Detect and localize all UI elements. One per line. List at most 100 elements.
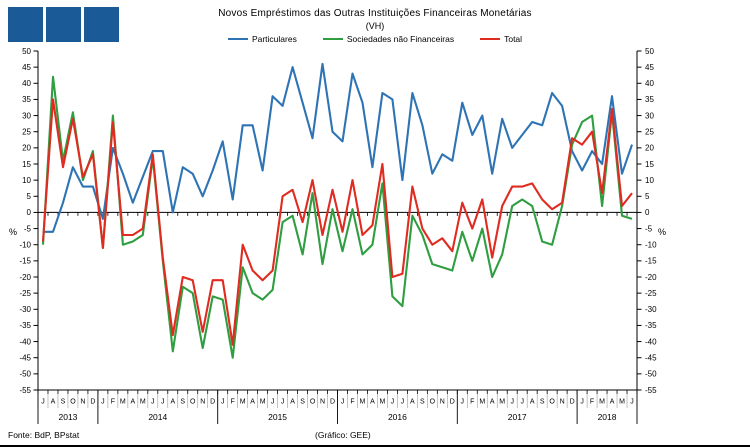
y-tick-label-left: -45 [19, 354, 31, 363]
month-label: S [61, 399, 66, 406]
month-label: J [510, 399, 514, 406]
month-label: M [260, 399, 266, 406]
legend: Particulares Sociedades não Financeiras To… [0, 34, 750, 44]
legend-label: Particulares [251, 34, 297, 44]
y-tick-label-right: 40 [645, 79, 654, 88]
chart-title: Novos Empréstimos das Outras Instituiçõe… [218, 8, 532, 19]
month-label: J [101, 399, 105, 406]
logo-square [8, 7, 43, 42]
month-label: N [80, 399, 85, 406]
month-label: M [360, 399, 366, 406]
y-tick-label-right: 25 [645, 128, 654, 137]
year-label: 2016 [388, 412, 407, 422]
y-tick-label-right: 50 [645, 47, 654, 56]
month-label: N [320, 399, 325, 406]
month-label: M [140, 399, 146, 406]
y-tick-label-right: -25 [645, 289, 657, 298]
month-label: O [549, 399, 555, 406]
y-tick-label-left: 50 [22, 47, 31, 56]
year-label: 2018 [598, 412, 617, 422]
credit-note: (Gráfico: GEE) [315, 430, 371, 440]
y-tick-label-right: -20 [645, 273, 657, 282]
month-label: S [180, 399, 185, 406]
y-tick-label-left: -10 [19, 241, 31, 250]
y-tick-label-right: -30 [645, 305, 657, 314]
y-tick-label-left: 30 [22, 111, 31, 120]
y-tick-label-right: -55 [645, 386, 657, 395]
month-label: J [161, 399, 165, 406]
month-label: F [590, 399, 594, 406]
y-tick-label-left: 5 [27, 192, 32, 201]
month-label: F [470, 399, 474, 406]
month-label: M [240, 399, 246, 406]
month-label: N [440, 399, 445, 406]
y-tick-label-left: -25 [19, 289, 31, 298]
legend-item: Sociedades não Financeiras [322, 34, 454, 44]
y-tick-label-right: 45 [645, 63, 654, 72]
y-tick-label-left: 45 [22, 63, 31, 72]
month-label: F [350, 399, 354, 406]
y-tick-label-right: 20 [645, 144, 654, 153]
data-series [41, 62, 633, 359]
legend-item: Total [480, 34, 522, 44]
year-label: 2013 [58, 412, 77, 422]
month-label: A [131, 399, 136, 406]
month-label: F [231, 399, 235, 406]
y-tick-label-left: 0 [27, 208, 32, 217]
y-tick-label-right: -15 [645, 257, 657, 266]
y-tick-label-right: 5 [645, 192, 650, 201]
month-label: S [300, 399, 305, 406]
y-tick-label-left: -40 [19, 337, 31, 346]
y-tick-label-left: -50 [19, 370, 31, 379]
month-label: M [380, 399, 386, 406]
y-tick-label-right: -35 [645, 321, 657, 330]
month-label: A [370, 399, 375, 406]
year-label: 2015 [268, 412, 287, 422]
y-tick-label-right: 35 [645, 95, 654, 104]
month-label: D [450, 399, 455, 406]
month-label: M [599, 399, 605, 406]
month-label: D [210, 399, 215, 406]
axes [33, 50, 642, 424]
month-label: D [90, 399, 95, 406]
y-tick-label-left: -15 [19, 257, 31, 266]
y-tick-label-left: -5 [24, 224, 32, 233]
y-tick-label-left: -30 [19, 305, 31, 314]
series-line-sociedades-n-o-financeiras [41, 75, 633, 359]
legend-item: Particulares [227, 34, 297, 44]
bottom-border [0, 445, 750, 447]
y-tick-label-left: 35 [22, 95, 31, 104]
y-tick-label-left: 40 [22, 79, 31, 88]
month-label: J [391, 399, 395, 406]
month-label: A [530, 399, 535, 406]
y-tick-label-right: 0 [645, 208, 650, 217]
month-label: S [540, 399, 545, 406]
y-axis-unit-right: % [658, 227, 667, 237]
year-label: 2014 [148, 412, 167, 422]
month-label: A [410, 399, 415, 406]
month-label: F [111, 399, 115, 406]
month-label: J [520, 399, 524, 406]
month-label: J [221, 399, 225, 406]
y-tick-label-left: 15 [22, 160, 31, 169]
y-tick-label-left: -35 [19, 321, 31, 330]
y-axis-unit-left: % [9, 227, 18, 237]
chart-subtitle: (VH) [365, 21, 385, 31]
month-label: A [250, 399, 255, 406]
year-label: 2017 [508, 412, 527, 422]
month-label: A [170, 399, 175, 406]
month-label: N [560, 399, 565, 406]
source-note: Fonte: BdP, BPstat [8, 430, 80, 440]
y-tick-label-right: -40 [645, 337, 657, 346]
y-tick-label-left: -20 [19, 273, 31, 282]
month-label: M [479, 399, 485, 406]
month-label: J [271, 399, 275, 406]
y-tick-label-left: 25 [22, 128, 31, 137]
y-tick-label-left: -55 [19, 386, 31, 395]
month-label: J [630, 399, 634, 406]
month-label: S [420, 399, 425, 406]
month-label: O [310, 399, 316, 406]
month-label: O [190, 399, 196, 406]
